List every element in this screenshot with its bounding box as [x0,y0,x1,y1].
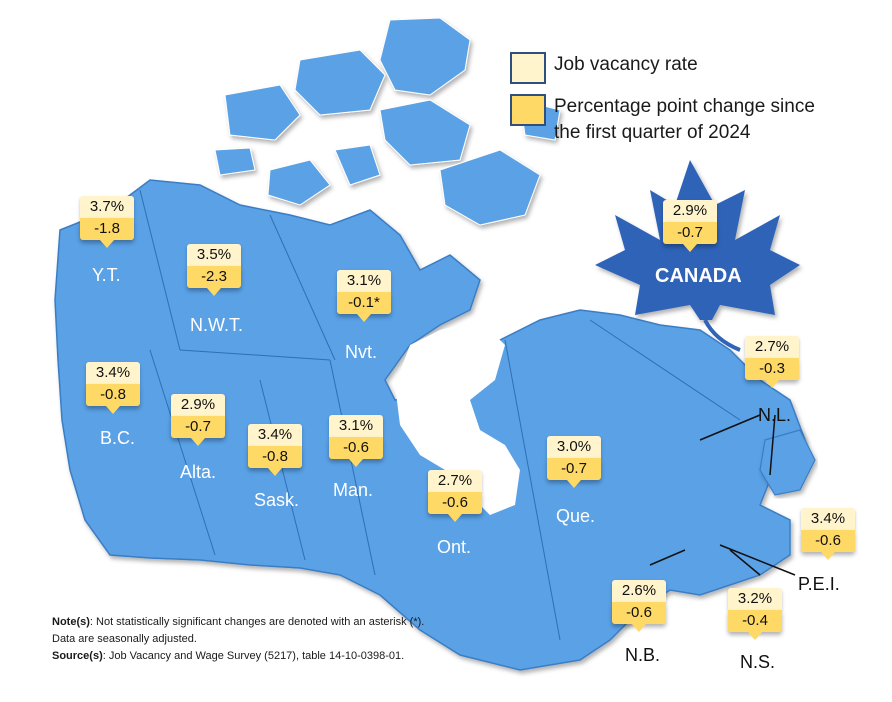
legend-label-change-line1: Percentage point change since [554,96,815,117]
change-que: -0.7 [547,458,601,488]
source-line: Source(s): Job Vacancy and Wage Survey (… [52,648,492,665]
label-nb: N.B. [625,645,661,665]
legend-label-change: Percentage point change since the first … [554,94,815,146]
label-nwt: N.W.T. [190,315,243,335]
callout-nvt: 3.1% -0.1* [337,270,391,322]
rate-nl: 2.7% [745,336,799,358]
rate-nvt: 3.1% [337,270,391,292]
source-label: Source(s) [52,650,103,662]
note-line-2: Data are seasonally adjusted. [52,633,197,645]
legend-item-rate: Job vacancy rate [510,52,870,84]
rate-sask: 3.4% [248,424,302,446]
hudson-bay [395,320,520,515]
callout-nb: 2.6% -0.6 [612,580,666,632]
change-bc: -0.8 [86,384,140,414]
callout-nwt: 3.5% -2.3 [187,244,241,296]
callout-canada: 2.9% -0.7 [663,200,717,252]
legend-swatch-rate [510,52,546,84]
change-nwt: -2.3 [187,266,241,296]
rate-canada: 2.9% [663,200,717,222]
change-nvt: -0.1* [337,292,391,322]
change-alta: -0.7 [171,416,225,446]
change-sask: -0.8 [248,446,302,476]
legend-label-change-line2: the first quarter of 2024 [554,122,751,143]
label-ont: Ont. [437,537,472,557]
callout-alta: 2.9% -0.7 [171,394,225,446]
callout-nl: 2.7% -0.3 [745,336,799,388]
rate-ns: 3.2% [728,588,782,610]
label-bc: B.C. [100,428,136,448]
leader-lines [649,414,796,576]
callout-ns: 3.2% -0.4 [728,588,782,640]
legend-swatch-change [510,94,546,126]
maple-leaf-stem [703,319,741,352]
label-que: Que. [556,506,596,526]
label-canada: CANADA [655,265,742,287]
change-pei: -0.6 [801,530,855,560]
change-canada: -0.7 [663,222,717,252]
label-ns: N.S. [740,652,776,672]
label-alta: Alta. [180,462,217,482]
callout-pei: 3.4% -0.6 [801,508,855,560]
change-man: -0.6 [329,437,383,467]
change-ns: -0.4 [728,610,782,640]
source-text: : Job Vacancy and Wage Survey (5217), ta… [102,650,405,662]
legend-label-rate: Job vacancy rate [554,54,698,75]
callout-sask: 3.4% -0.8 [248,424,302,476]
rate-alta: 2.9% [171,394,225,416]
rate-bc: 3.4% [86,362,140,384]
label-sask: Sask. [254,490,300,510]
callout-man: 3.1% -0.6 [329,415,383,467]
note-text: : Not statistically significant changes … [89,616,425,628]
callout-que: 3.0% -0.7 [547,436,601,488]
arctic-islands [214,17,561,226]
label-nl: N.L. [758,405,792,425]
rate-nwt: 3.5% [187,244,241,266]
note-line: Note(s): Not statistically significant c… [52,614,492,631]
change-nb: -0.6 [612,602,666,632]
change-ont: -0.6 [428,492,482,522]
label-yt: Y.T. [92,265,121,285]
borders [139,189,741,641]
legend-item-change: Percentage point change since the first … [510,94,870,146]
change-yt: -1.8 [80,218,134,248]
callout-yt: 3.7% -1.8 [80,196,134,248]
note-label: Note(s) [52,616,90,628]
rate-pei: 3.4% [801,508,855,530]
newfoundland-island [759,429,816,496]
callout-bc: 3.4% -0.8 [86,362,140,414]
change-nl: -0.3 [745,358,799,388]
rate-ont: 2.7% [428,470,482,492]
callout-ont: 2.7% -0.6 [428,470,482,522]
legend: Job vacancy rate Percentage point change… [510,52,870,156]
label-man: Man. [333,480,374,500]
rate-yt: 3.7% [80,196,134,218]
label-pei: P.E.I. [798,574,840,594]
notes: Note(s): Not statistically significant c… [52,614,492,665]
rate-nb: 2.6% [612,580,666,602]
rate-que: 3.0% [547,436,601,458]
rate-man: 3.1% [329,415,383,437]
label-nvt: Nvt. [345,342,378,362]
